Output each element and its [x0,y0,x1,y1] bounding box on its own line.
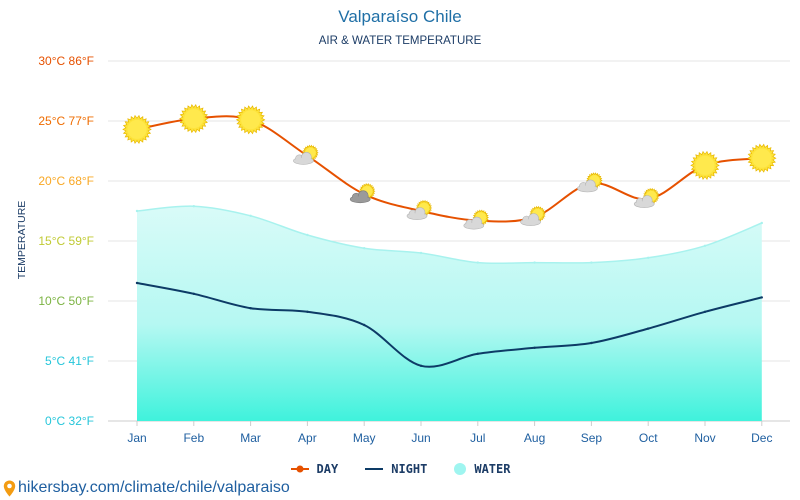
cloud-fill [464,222,483,229]
night-point [760,296,763,299]
legend-night-label: NIGHT [391,462,428,476]
water-point [363,247,366,250]
legend-water-label: WATER [474,462,511,476]
night-point [476,352,479,355]
x-tick-label: Feb [183,431,204,445]
legend-day-symbol [290,465,309,473]
x-tick-label: Nov [694,431,715,445]
sun-icon [747,143,777,173]
cloud-shape [633,195,655,208]
sun-cloud-icon [293,144,319,165]
water-point [476,261,479,264]
water-point [590,261,593,264]
cloud-fill [635,201,654,207]
water-point [192,205,195,208]
x-tick-label: Mar [240,431,261,445]
y-tick-label: 30°C 86°F [38,54,94,68]
legend-item-night[interactable]: NIGHT [364,462,427,476]
water-point [760,221,763,225]
night-point [363,323,366,327]
x-tick-label: Jan [127,431,146,445]
x-tick-label: Apr [298,431,317,445]
night-point [135,281,139,285]
sun-cloud-icon [633,187,660,208]
location-pin-icon [3,480,16,496]
sun-cloud-icon [577,172,603,193]
night-point [249,307,252,310]
x-tick-label: Dec [751,431,772,445]
source-url: hikersbay.com/climate/chile/valparaiso [18,479,290,496]
chart-title: Valparaíso Chile [338,7,462,26]
water-point [533,261,536,264]
night-point [192,292,195,295]
source-link[interactable]: hikersbay.com/climate/chile/valparaiso [3,479,290,497]
water-point [647,256,650,259]
cloud-fill [521,219,540,225]
y-tick-label: 5°C 41°F [45,354,94,368]
sun-cloud-icon [520,205,546,226]
x-tick-label: Sep [581,431,603,445]
night-point [419,364,423,367]
water-point [135,209,139,213]
sun-core [752,148,772,168]
x-tick-label: Aug [524,431,545,445]
sun-cloud-icon [463,209,490,230]
sun-icon [179,104,209,134]
y-tick-label: 0°C 32°F [45,414,94,428]
x-tick-label: Jul [470,431,485,445]
cloud-shape [577,179,598,193]
chart-subtitle: AIR & WATER TEMPERATURE [318,35,482,47]
water-point [419,251,423,255]
cloud-fill [578,185,597,192]
water-point [249,214,252,217]
y-tick-label: 25°C 77°F [38,114,94,128]
y-tick-label: 15°C 59°F [38,234,94,248]
cloud-shape [406,207,428,220]
cloud-shape [349,190,371,204]
sun-core [127,119,147,139]
x-tick-label: May [353,431,376,445]
x-tick-label: Oct [639,431,658,445]
cloud-shape [520,213,541,226]
water-area [137,206,762,421]
sun-core [184,109,204,129]
sun-cloud-icon [406,199,433,220]
water-point [703,244,707,247]
legend-water-symbol [454,463,467,475]
cloud-fill [407,213,427,219]
cloud-fill [351,196,370,203]
night-point [647,327,650,330]
legend-night-symbol [365,468,384,470]
night-point [306,310,309,313]
y-tick-label: 10°C 50°F [38,294,94,308]
legend-day-label: DAY [316,462,339,476]
sun-icon [690,150,720,180]
cloud-shape [463,216,485,230]
cloud-shape [293,152,314,165]
y-tick-label: 20°C 68°F [38,174,94,188]
day-line [136,115,762,223]
sun-dark-cloud-icon [349,183,376,204]
sun-core [695,155,715,175]
sun-icon [235,105,266,135]
water-point [306,233,309,237]
sun-icon [122,114,152,144]
night-point [703,310,707,313]
night-point [590,341,593,345]
water-line [136,205,763,265]
temperature-chart: 0°C 32°F 5°C 41°F 10°C 50°F 15°C 59°F 20°C 6… [38,54,790,445]
night-line [136,282,763,368]
x-tick-label: Jun [411,431,430,445]
sun-core [241,110,261,130]
chart-legend: DAY NIGHT WATER [0,462,800,476]
night-point [533,346,536,349]
legend-item-day[interactable]: DAY [290,462,339,476]
legend-item-water[interactable]: WATER [453,462,510,476]
cloud-fill [294,157,313,164]
